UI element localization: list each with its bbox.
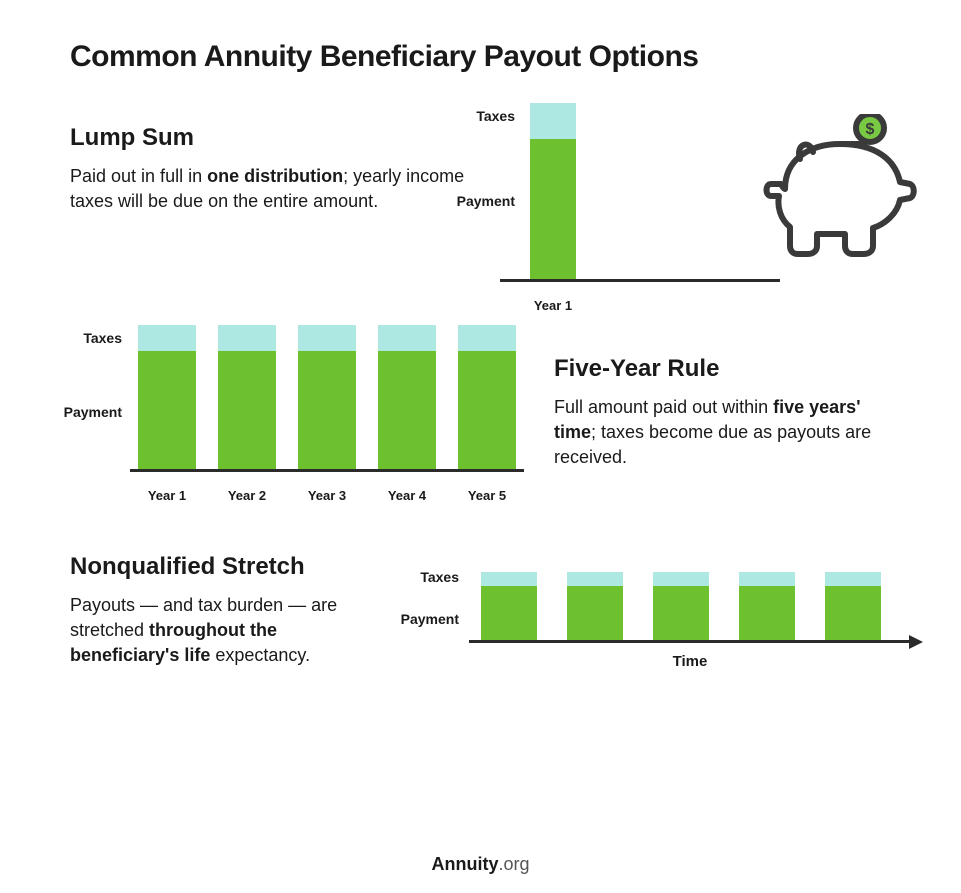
stacked-bar bbox=[138, 325, 196, 469]
bar-segment-payment bbox=[567, 586, 623, 640]
five-heading: Five-Year Rule bbox=[554, 355, 884, 383]
lump-chart-col: Taxes Payment $ bbox=[500, 104, 890, 282]
bar-category-label: Year 2 bbox=[218, 488, 276, 503]
bar-segment-taxes bbox=[530, 103, 576, 139]
page-title: Common Annuity Beneficiary Payout Option… bbox=[70, 40, 911, 74]
piggy-bank-icon: $ bbox=[755, 114, 930, 269]
timeline-arrow-icon bbox=[909, 635, 923, 649]
stretch-side-labels: Taxes Payment bbox=[387, 569, 459, 627]
section-five-year: Taxes Payment Year 1 Year 2 Year 3 Year 4 Ye… bbox=[50, 322, 911, 503]
stacked-bar bbox=[739, 572, 795, 640]
bar-segment-payment bbox=[530, 139, 576, 279]
stacked-bar bbox=[218, 325, 276, 469]
bar bbox=[653, 572, 709, 640]
lump-chart: Taxes Payment $ bbox=[500, 104, 890, 282]
bar-segment-payment bbox=[218, 351, 276, 469]
bar bbox=[218, 325, 276, 469]
five-text: Five-Year Rule Full amount paid out with… bbox=[554, 355, 884, 471]
bar bbox=[458, 325, 516, 469]
bar-segment-taxes bbox=[739, 572, 795, 586]
bar-segment-taxes bbox=[567, 572, 623, 586]
bar-segment-taxes bbox=[458, 325, 516, 351]
bar bbox=[739, 572, 795, 640]
five-bars-row bbox=[130, 322, 524, 472]
bar-segment-payment bbox=[739, 586, 795, 640]
stacked-bar bbox=[378, 325, 436, 469]
stretch-chart-col: Taxes Payment Time bbox=[469, 563, 911, 670]
section-stretch: Nonqualified Stretch Payouts — and tax b… bbox=[50, 553, 911, 670]
stacked-bar bbox=[567, 572, 623, 640]
bar-segment-taxes bbox=[825, 572, 881, 586]
bar-segment-taxes bbox=[653, 572, 709, 586]
stacked-bar bbox=[825, 572, 881, 640]
lump-text: Lump Sum Paid out in full in one distrib… bbox=[70, 104, 470, 214]
bar-segment-payment bbox=[138, 351, 196, 469]
stretch-heading: Nonqualified Stretch bbox=[70, 553, 359, 581]
five-label-payment: Payment bbox=[52, 404, 122, 420]
bar-segment-taxes bbox=[138, 325, 196, 351]
brand-weak: .org bbox=[498, 854, 529, 874]
bar-segment-payment bbox=[653, 586, 709, 640]
bar-category-label: Year 1 bbox=[138, 488, 196, 503]
five-chart: Taxes Payment Year 1Year 2Year 3Year 4Ye… bbox=[130, 322, 524, 503]
bar bbox=[530, 103, 576, 279]
bar-segment-taxes bbox=[378, 325, 436, 351]
stacked-bar bbox=[653, 572, 709, 640]
stretch-text: Nonqualified Stretch Payouts — and tax b… bbox=[70, 553, 359, 669]
bar bbox=[138, 325, 196, 469]
bar-segment-taxes bbox=[218, 325, 276, 351]
five-desc: Full amount paid out within five years' … bbox=[554, 395, 884, 471]
stacked-bar bbox=[481, 572, 537, 640]
five-label-taxes: Taxes bbox=[52, 330, 122, 346]
bar-segment-taxes bbox=[298, 325, 356, 351]
bar-segment-taxes bbox=[481, 572, 537, 586]
bar-segment-payment bbox=[298, 351, 356, 469]
stacked-bar bbox=[298, 325, 356, 469]
svg-text:$: $ bbox=[866, 121, 875, 138]
bar-segment-payment bbox=[481, 586, 537, 640]
bar-category-label: Year 4 bbox=[378, 488, 436, 503]
stretch-desc: Payouts — and tax burden — are stretched… bbox=[70, 593, 359, 669]
brand-strong: Annuity bbox=[431, 854, 498, 874]
bar-category-label: Year 5 bbox=[458, 488, 516, 503]
bar-segment-payment bbox=[378, 351, 436, 469]
five-chart-col: Taxes Payment Year 1Year 2Year 3Year 4Ye… bbox=[130, 322, 524, 503]
stretch-bars-row bbox=[469, 563, 911, 643]
bar-category-label: Year 3 bbox=[298, 488, 356, 503]
stacked-bar bbox=[530, 103, 576, 279]
lump-bars-row bbox=[500, 104, 780, 282]
lump-heading: Lump Sum bbox=[70, 124, 470, 152]
lump-desc: Paid out in full in one distribution; ye… bbox=[70, 164, 470, 214]
stacked-bar bbox=[458, 325, 516, 469]
bar bbox=[481, 572, 537, 640]
section-lump-sum: Lump Sum Paid out in full in one distrib… bbox=[50, 104, 911, 282]
bar bbox=[378, 325, 436, 469]
stretch-label-payment: Payment bbox=[387, 611, 459, 627]
bar-category-label: Year 1 bbox=[530, 298, 576, 313]
bar bbox=[825, 572, 881, 640]
bar-segment-payment bbox=[825, 586, 881, 640]
stretch-label-taxes: Taxes bbox=[387, 569, 459, 585]
bar bbox=[567, 572, 623, 640]
footer-brand: Annuity.org bbox=[0, 854, 961, 875]
bar bbox=[298, 325, 356, 469]
stretch-chart: Taxes Payment Time bbox=[469, 563, 911, 670]
five-side-labels: Taxes Payment bbox=[52, 330, 122, 460]
stretch-x-label: Time bbox=[469, 653, 911, 670]
bar-segment-payment bbox=[458, 351, 516, 469]
